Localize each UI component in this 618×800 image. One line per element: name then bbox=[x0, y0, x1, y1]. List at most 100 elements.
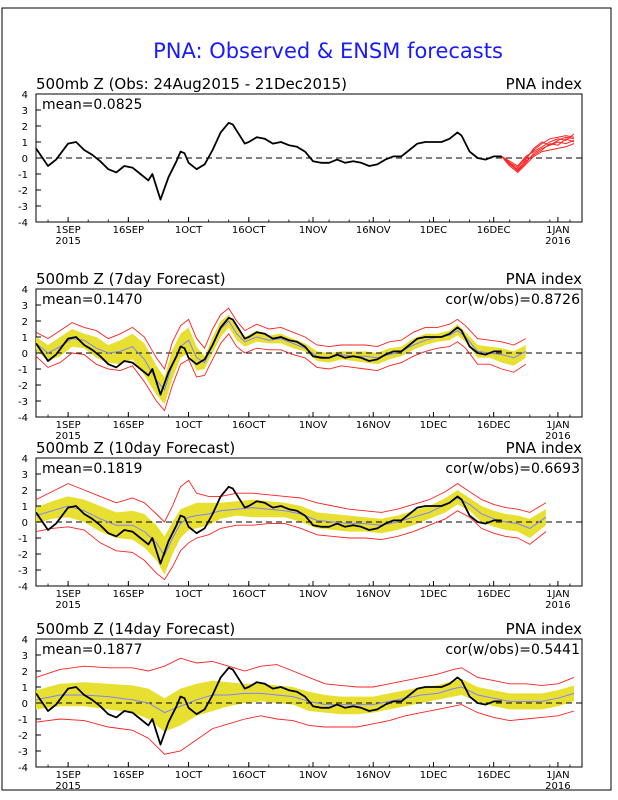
chart-panel-1: 500mb Z (7day Forecast) PNA index 4 3 2 1 0 -1 -… bbox=[18, 270, 583, 442]
y-tick-label: 3 bbox=[22, 106, 28, 117]
x-tick-label: 1OCT bbox=[175, 225, 203, 236]
y-tick-label: 2 bbox=[22, 486, 28, 497]
x-tick-label: 1SEP bbox=[56, 770, 81, 781]
x-tick-label: 16SEP bbox=[113, 225, 144, 236]
x-tick-label: 1NOV bbox=[299, 589, 328, 600]
y-tick-label: -4 bbox=[18, 582, 28, 593]
mean-label: mean=0.1819 bbox=[42, 461, 142, 477]
y-tick-label: 3 bbox=[22, 301, 28, 312]
y-tick-label: -1 bbox=[18, 534, 28, 545]
chart-panel-2: 500mb Z (10day Forecast) PNA index 4 3 2 1 0 -1… bbox=[18, 439, 583, 611]
forecast-member-1 bbox=[501, 135, 575, 169]
forecast-member-0 bbox=[501, 139, 575, 172]
ensemble-lower-bound bbox=[35, 510, 547, 581]
x-tick-label: 16DEC bbox=[477, 225, 511, 236]
y-tick-label: 0 bbox=[22, 518, 28, 529]
observed-line bbox=[35, 316, 502, 396]
x-tick-label: 1OCT bbox=[175, 420, 203, 431]
y-tick-label: 2 bbox=[22, 667, 28, 678]
ensemble-mean-line bbox=[35, 686, 575, 714]
x-tick-label: 1DEC bbox=[420, 420, 447, 431]
x-tick-label: 16NOV bbox=[356, 589, 391, 600]
panel-right-label: PNA index bbox=[506, 270, 582, 288]
x-tick-label: 1DEC bbox=[420, 225, 447, 236]
x-tick-label: 16DEC bbox=[477, 420, 511, 431]
panel-title: 500mb Z (10day Forecast) bbox=[36, 439, 235, 457]
y-tick-label: 1 bbox=[22, 138, 28, 149]
x-tick-label: 1JAN bbox=[546, 420, 569, 431]
x-tick-label: 1JAN bbox=[546, 225, 569, 236]
ensemble-lower-bound bbox=[35, 333, 527, 412]
y-tick-label: 0 bbox=[22, 154, 28, 165]
y-tick-label: 4 bbox=[22, 454, 28, 465]
x-tick-label: 16OCT bbox=[232, 770, 267, 781]
x-tick-year: 2016 bbox=[545, 431, 570, 442]
x-tick-year: 2015 bbox=[55, 431, 80, 442]
x-tick-label: 16DEC bbox=[477, 589, 511, 600]
panel-title: 500mb Z (Obs: 24Aug2015 - 21Dec2015) bbox=[36, 75, 347, 93]
y-tick-label: 1 bbox=[22, 502, 28, 513]
y-tick-label: -3 bbox=[18, 747, 28, 758]
x-tick-label: 1DEC bbox=[420, 770, 447, 781]
y-tick-label: 0 bbox=[22, 699, 28, 710]
correlation-label: cor(w/obs)=0.5441 bbox=[445, 642, 580, 658]
x-tick-label: 16NOV bbox=[356, 770, 391, 781]
forecast-member-2 bbox=[501, 143, 575, 174]
x-tick-label: 1SEP bbox=[56, 225, 81, 236]
ensemble-lower-bound bbox=[35, 704, 575, 755]
y-tick-label: -1 bbox=[18, 715, 28, 726]
y-tick-label: -4 bbox=[18, 218, 28, 229]
y-tick-label: 4 bbox=[22, 90, 28, 101]
x-tick-label: 1JAN bbox=[546, 589, 569, 600]
y-tick-label: 1 bbox=[22, 683, 28, 694]
ensemble-upper-bound bbox=[35, 479, 547, 523]
chart-panel-3: 500mb Z (14day Forecast) PNA index 4 3 2 1 0 -1… bbox=[18, 620, 583, 792]
y-tick-label: -1 bbox=[18, 365, 28, 376]
x-tick-label: 16NOV bbox=[356, 225, 391, 236]
ensemble-upper-bound bbox=[35, 307, 527, 371]
observed-line bbox=[35, 666, 502, 746]
main-title: PNA: Observed & ENSM forecasts bbox=[153, 39, 503, 63]
y-tick-label: 1 bbox=[22, 333, 28, 344]
y-tick-label: 2 bbox=[22, 317, 28, 328]
x-tick-label: 1NOV bbox=[299, 225, 328, 236]
chart-panel-0: 500mb Z (Obs: 24Aug2015 - 21Dec2015) PNA … bbox=[18, 75, 583, 247]
x-tick-year: 2016 bbox=[545, 781, 570, 792]
x-tick-year: 2015 bbox=[55, 236, 80, 247]
x-tick-year: 2016 bbox=[545, 600, 570, 611]
ensemble-upper-bound bbox=[35, 657, 575, 688]
x-tick-label: 1SEP bbox=[56, 420, 81, 431]
x-tick-label: 1NOV bbox=[299, 770, 328, 781]
x-tick-label: 16SEP bbox=[113, 770, 144, 781]
y-tick-label: -4 bbox=[18, 763, 28, 774]
forecast-member-5 bbox=[501, 136, 575, 172]
mean-label: mean=0.1470 bbox=[42, 292, 142, 308]
y-tick-label: 3 bbox=[22, 651, 28, 662]
y-tick-label: -2 bbox=[18, 186, 28, 197]
y-tick-label: 3 bbox=[22, 470, 28, 481]
y-tick-label: -2 bbox=[18, 550, 28, 561]
y-tick-label: -3 bbox=[18, 566, 28, 577]
mean-label: mean=0.1877 bbox=[42, 642, 142, 658]
panel-right-label: PNA index bbox=[506, 75, 582, 93]
ensemble-mean-line bbox=[35, 497, 547, 557]
panel-right-label: PNA index bbox=[506, 620, 582, 638]
correlation-label: cor(w/obs)=0.8726 bbox=[445, 292, 580, 308]
x-tick-label: 1OCT bbox=[175, 589, 203, 600]
x-tick-label: 16DEC bbox=[477, 770, 511, 781]
x-tick-label: 1SEP bbox=[56, 589, 81, 600]
y-tick-label: 2 bbox=[22, 122, 28, 133]
x-tick-year: 2015 bbox=[55, 781, 80, 792]
panels: 500mb Z (Obs: 24Aug2015 - 21Dec2015) PNA … bbox=[18, 75, 583, 792]
x-tick-label: 16OCT bbox=[232, 589, 267, 600]
mean-label: mean=0.0825 bbox=[42, 97, 142, 113]
y-tick-label: -1 bbox=[18, 170, 28, 181]
y-tick-label: -4 bbox=[18, 413, 28, 424]
panel-right-label: PNA index bbox=[506, 439, 582, 457]
y-tick-label: -2 bbox=[18, 731, 28, 742]
x-tick-label: 16OCT bbox=[232, 225, 267, 236]
x-tick-year: 2016 bbox=[545, 236, 570, 247]
x-tick-label: 16OCT bbox=[232, 420, 267, 431]
y-tick-label: -3 bbox=[18, 397, 28, 408]
